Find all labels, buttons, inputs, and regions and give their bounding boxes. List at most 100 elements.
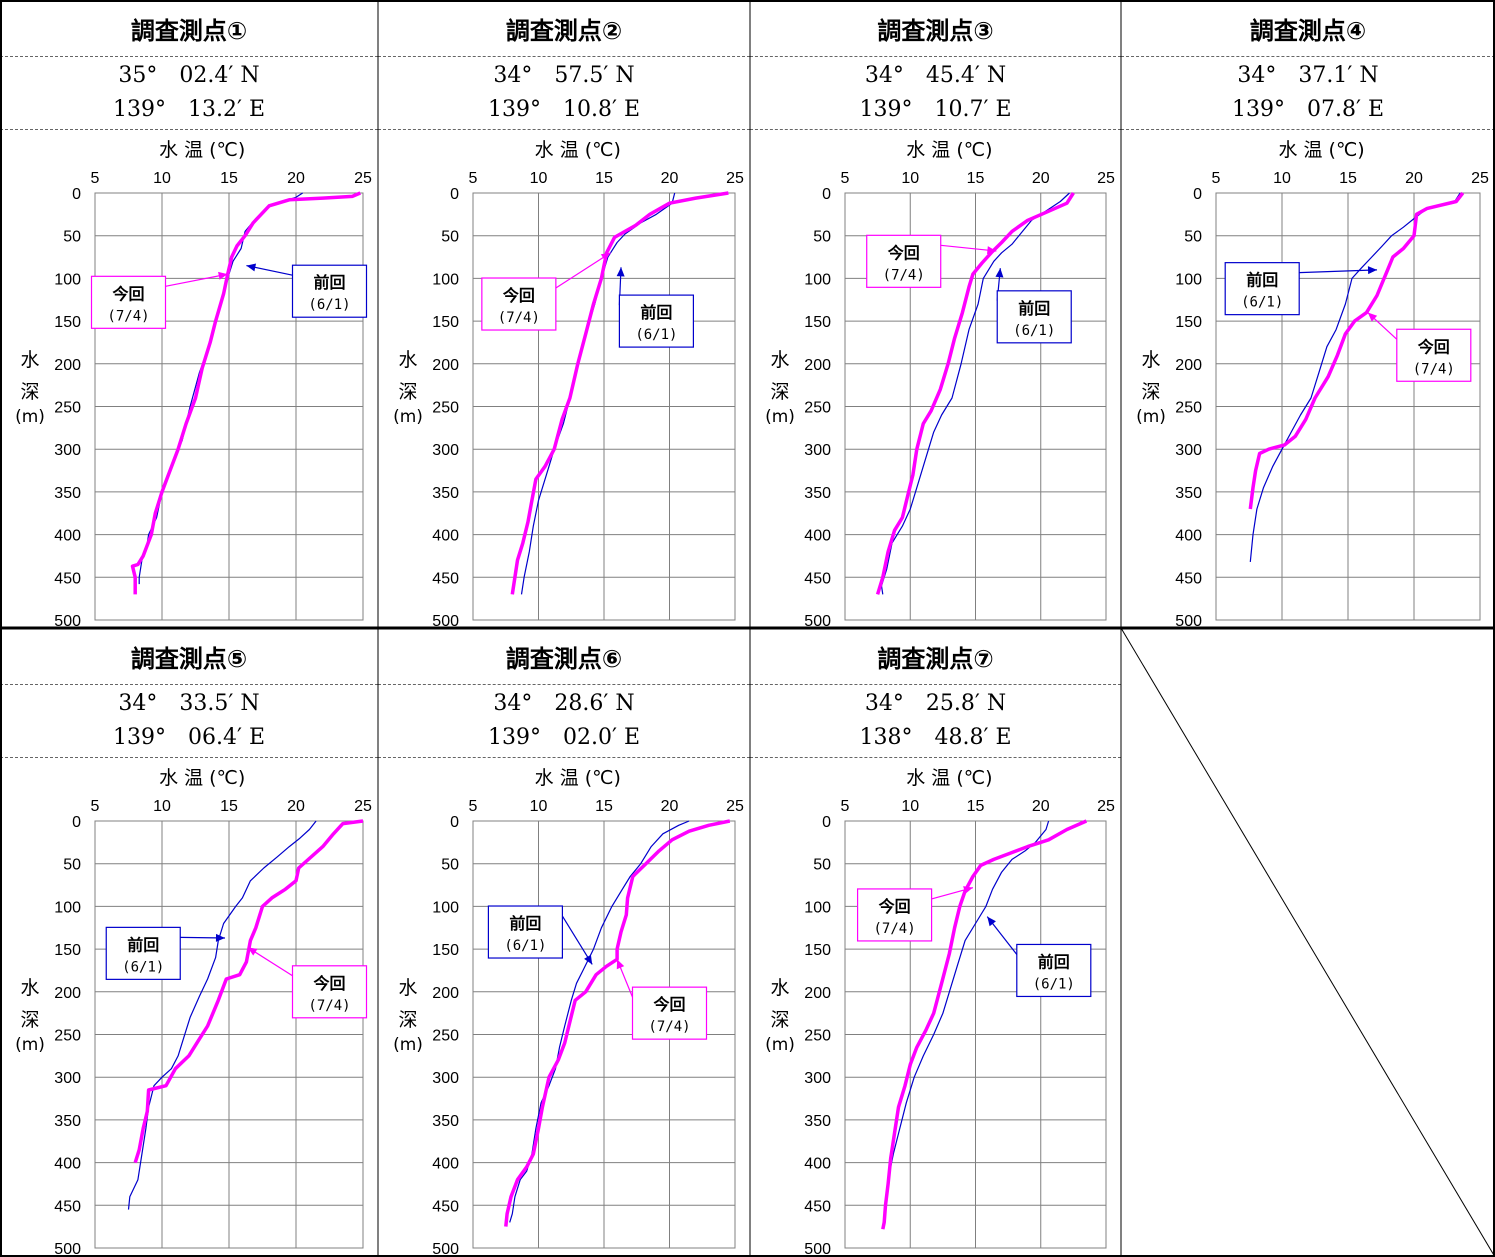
x-tick-label: 20 <box>661 170 679 187</box>
temperature-depth-chart: 5 10 15 20 25050100150200250300350400450500水… <box>765 139 1115 627</box>
annotation-label: 前回 <box>1038 952 1070 971</box>
y-tick-label: 50 <box>63 857 81 874</box>
station-title: 調査測点⑦ <box>877 644 994 673</box>
x-tick-label: 20 <box>287 170 305 187</box>
y-tick-label: 50 <box>813 229 831 246</box>
station-cell-3: 調査測点③ 34° 45.4′ N 139° 10.7′ E 5 10 15 20 25 0 50… <box>750 0 1121 628</box>
x-tick-label: 5 <box>91 798 100 815</box>
y-tick-label: 200 <box>432 985 459 1002</box>
y-tick-label: 300 <box>54 442 81 459</box>
x-tick-label: 20 <box>287 798 305 815</box>
latitude: 35° 02.4′ N <box>118 63 260 88</box>
x-tick-label: 25 <box>1097 798 1115 815</box>
y-tick-label: 150 <box>54 942 81 959</box>
y-tick-label: 300 <box>54 1070 81 1087</box>
y-axis-title: (m) <box>393 1035 423 1055</box>
annotation-label: 今回 <box>312 974 345 993</box>
station-coordinates: 34° 45.4′ N 139° 10.7′ E <box>750 57 1121 129</box>
x-tick-label: 20 <box>1032 170 1050 187</box>
y-axis-title: 深 <box>398 381 417 403</box>
temperature-depth-chart: 5 10 15 20 25050100150200250300350400450500水… <box>15 767 372 1255</box>
y-tick-label: 100 <box>432 899 459 916</box>
station-title: 調査測点① <box>130 16 248 45</box>
y-tick-label: 100 <box>432 271 459 288</box>
temperature-depth-chart: 5 10 15 20 25050100150200250300350400450500水… <box>765 767 1115 1255</box>
station-title: 調査測点④ <box>1249 16 1367 45</box>
y-axis-title: (m) <box>1136 407 1166 427</box>
y-tick-label: 200 <box>54 985 81 1002</box>
x-tick-label: 25 <box>1097 170 1115 187</box>
x-axis-title: 水 温 (℃) <box>906 767 992 789</box>
annotation-label: 前回 <box>509 914 541 933</box>
annotation-date: (7/4) <box>498 310 540 326</box>
y-tick-label: 350 <box>54 1113 81 1130</box>
y-tick-label: 500 <box>432 613 459 627</box>
y-tick-label: 400 <box>54 528 81 545</box>
x-tick-label: 25 <box>354 798 372 815</box>
x-tick-label: 5 <box>841 798 850 815</box>
x-tick-label: 15 <box>220 798 238 815</box>
y-axis-title: 深 <box>770 1009 789 1031</box>
x-axis-title: 水 温 (℃) <box>159 767 245 789</box>
latitude: 34° 45.4′ N <box>864 63 1007 88</box>
y-tick-label: 500 <box>54 1241 81 1255</box>
y-tick-label: 100 <box>54 899 81 916</box>
x-tick-label: 10 <box>530 170 548 187</box>
y-axis-title: 水 <box>20 977 39 999</box>
station-coordinates: 34° 57.5′ N 139° 10.8′ E <box>378 57 750 129</box>
x-tick-label: 25 <box>1471 170 1489 187</box>
latitude: 34° 28.6′ N <box>493 691 635 716</box>
y-tick-label: 50 <box>813 857 831 874</box>
annotation-label: 今回 <box>652 995 685 1014</box>
annotation-label: 今回 <box>1417 337 1450 356</box>
annotation-date: (6/1) <box>504 938 546 954</box>
latitude: 34° 33.5′ N <box>118 691 260 716</box>
y-tick-label: 250 <box>1175 400 1202 417</box>
y-tick-label: 400 <box>54 1156 81 1173</box>
y-tick-label: 150 <box>432 314 459 331</box>
y-axis-title: 水 <box>770 977 789 999</box>
y-axis-title: (m) <box>15 1035 45 1055</box>
y-tick-label: 350 <box>432 485 459 502</box>
x-tick-label: 5 <box>841 170 850 187</box>
y-tick-label: 0 <box>1193 186 1202 203</box>
y-tick-label: 0 <box>822 814 831 831</box>
y-tick-label: 50 <box>441 857 459 874</box>
annotation-date: (7/4) <box>648 1019 690 1035</box>
annotation-label: 今回 <box>111 284 144 303</box>
x-tick-label: 25 <box>726 170 744 187</box>
y-tick-label: 150 <box>54 314 81 331</box>
longitude: 138° 48.8′ E <box>859 725 1012 750</box>
y-tick-label: 500 <box>54 613 81 627</box>
x-tick-label: 15 <box>595 798 613 815</box>
y-tick-label: 350 <box>804 485 831 502</box>
y-tick-label: 300 <box>804 1070 831 1087</box>
y-tick-label: 350 <box>804 1113 831 1130</box>
annotation-date: (6/1) <box>1241 295 1283 311</box>
y-tick-label: 0 <box>450 186 459 203</box>
temperature-depth-chart: 5 10 15 20 25050100150200250300350400450500水… <box>393 139 744 627</box>
y-axis-title: 深 <box>770 381 789 403</box>
longitude: 139° 02.0′ E <box>487 725 641 750</box>
y-axis-title: (m) <box>393 407 423 427</box>
y-tick-label: 0 <box>72 814 81 831</box>
annotation-label: 前回 <box>1018 299 1050 318</box>
station-coordinates: 35° 02.4′ N 139° 13.2′ E <box>0 57 378 129</box>
longitude: 139° 10.7′ E <box>859 97 1012 122</box>
annotation-date: (7/4) <box>1413 361 1455 377</box>
y-tick-label: 100 <box>54 271 81 288</box>
y-tick-label: 0 <box>450 814 459 831</box>
x-axis-title: 水 温 (℃) <box>906 139 992 161</box>
y-axis-title: (m) <box>15 407 45 427</box>
x-axis-title: 水 温 (℃) <box>1278 139 1364 161</box>
y-tick-label: 300 <box>432 442 459 459</box>
y-tick-label: 500 <box>432 1241 459 1255</box>
annotation-label: 前回 <box>127 935 159 954</box>
y-tick-label: 150 <box>432 942 459 959</box>
annotation-label: 前回 <box>1246 271 1278 290</box>
y-axis-title: 深 <box>20 381 39 403</box>
annotation-label: 今回 <box>878 897 911 916</box>
y-tick-label: 250 <box>54 400 81 417</box>
y-tick-label: 450 <box>432 1198 459 1215</box>
y-tick-label: 450 <box>804 570 831 587</box>
